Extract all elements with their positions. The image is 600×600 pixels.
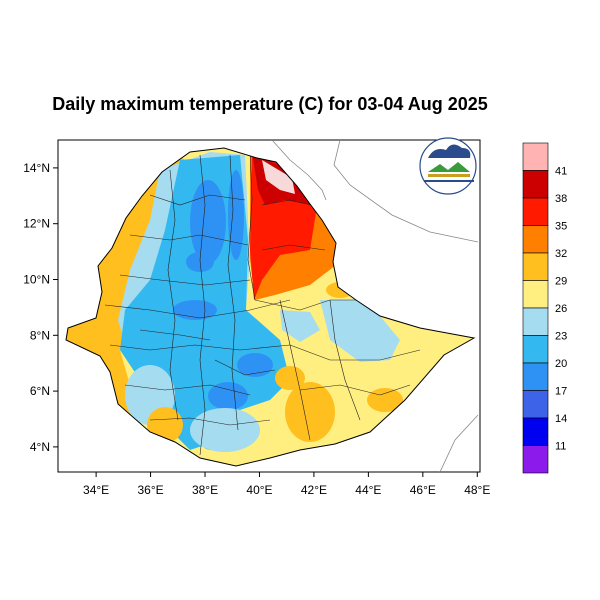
colorbar-label: 32 bbox=[555, 248, 567, 260]
y-tick-label: 6°N bbox=[30, 384, 50, 398]
colorbar-label: 17 bbox=[555, 386, 567, 398]
colorbar-label: 26 bbox=[555, 303, 567, 315]
admin-boundaries bbox=[104, 149, 421, 456]
x-tick-label: 48°E bbox=[464, 483, 490, 497]
y-tick-label: 8°N bbox=[30, 328, 50, 342]
ethiopia-outline bbox=[65, 147, 476, 467]
colorbar-swatch bbox=[522, 417, 549, 446]
colorbar-swatch bbox=[522, 280, 549, 309]
x-axis: 34°E 36°E 38°E 40°E 42°E 44°E 46°E 48°E bbox=[83, 472, 490, 497]
colorbar-swatch bbox=[522, 307, 549, 336]
colorbar-swatch bbox=[522, 142, 549, 171]
x-tick-label: 34°E bbox=[83, 483, 109, 497]
colorbar-label: 29 bbox=[555, 276, 567, 288]
colorbar-label: 14 bbox=[555, 413, 567, 425]
x-tick-label: 38°E bbox=[192, 483, 218, 497]
colorbar-label: 23 bbox=[555, 331, 567, 343]
neighbor-coastlines bbox=[271, 140, 479, 472]
colorbar-label: 20 bbox=[555, 358, 567, 370]
colorbar-swatch bbox=[522, 170, 549, 199]
colorbar-label: 35 bbox=[555, 221, 567, 233]
colorbar-swatch bbox=[522, 335, 549, 364]
x-tick-label: 44°E bbox=[355, 483, 381, 497]
y-tick-label: 10°N bbox=[23, 272, 50, 286]
x-tick-label: 40°E bbox=[246, 483, 272, 497]
y-axis: 4°N 6°N 8°N 10°N 12°N 14°N bbox=[23, 161, 58, 454]
ethiopian-meteorology-institute-logo bbox=[419, 137, 477, 195]
colorbar-label: 11 bbox=[555, 441, 566, 453]
colorbar-swatch bbox=[522, 390, 549, 419]
y-tick-label: 14°N bbox=[23, 161, 50, 175]
x-tick-label: 42°E bbox=[301, 483, 327, 497]
colorbar-label: 38 bbox=[555, 193, 567, 205]
x-tick-label: 36°E bbox=[137, 483, 163, 497]
colorbar-swatch bbox=[522, 225, 549, 254]
colorbar-swatch bbox=[522, 197, 549, 226]
colorbar: 41 38 35 32 29 26 23 20 17 14 11 bbox=[522, 142, 567, 474]
y-tick-label: 12°N bbox=[23, 217, 50, 231]
colorbar-label: 41 bbox=[555, 166, 567, 178]
map-title: Daily maximum temperature (C) for 03-04 … bbox=[52, 94, 488, 114]
colorbar-swatch bbox=[522, 445, 549, 474]
colorbar-swatch bbox=[522, 362, 549, 391]
x-tick-label: 46°E bbox=[410, 483, 436, 497]
y-tick-label: 4°N bbox=[30, 440, 50, 454]
colorbar-swatch bbox=[522, 252, 549, 281]
